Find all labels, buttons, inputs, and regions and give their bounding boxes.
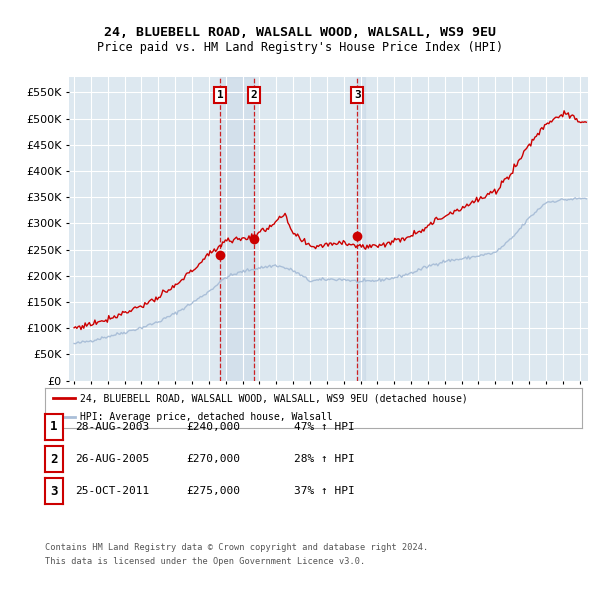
Text: 3: 3	[50, 485, 58, 498]
Bar	[220, 77, 254, 381]
Text: 2: 2	[50, 453, 58, 466]
Text: 26-AUG-2005: 26-AUG-2005	[75, 454, 149, 464]
Text: 2: 2	[250, 90, 257, 100]
Bar	[357, 77, 365, 381]
Text: 28% ↑ HPI: 28% ↑ HPI	[294, 454, 355, 464]
Text: 24, BLUEBELL ROAD, WALSALL WOOD, WALSALL, WS9 9EU: 24, BLUEBELL ROAD, WALSALL WOOD, WALSALL…	[104, 26, 496, 39]
Text: 1: 1	[217, 90, 223, 100]
Text: Contains HM Land Registry data © Crown copyright and database right 2024.: Contains HM Land Registry data © Crown c…	[45, 543, 428, 552]
Text: £270,000: £270,000	[186, 454, 240, 464]
Text: 25-OCT-2011: 25-OCT-2011	[75, 487, 149, 496]
Text: HPI: Average price, detached house, Walsall: HPI: Average price, detached house, Wals…	[80, 411, 332, 421]
Text: 47% ↑ HPI: 47% ↑ HPI	[294, 422, 355, 431]
Text: 1: 1	[50, 420, 58, 433]
Text: Price paid vs. HM Land Registry's House Price Index (HPI): Price paid vs. HM Land Registry's House …	[97, 41, 503, 54]
Text: 24, BLUEBELL ROAD, WALSALL WOOD, WALSALL, WS9 9EU (detached house): 24, BLUEBELL ROAD, WALSALL WOOD, WALSALL…	[80, 394, 467, 404]
Text: This data is licensed under the Open Government Licence v3.0.: This data is licensed under the Open Gov…	[45, 557, 365, 566]
Text: 37% ↑ HPI: 37% ↑ HPI	[294, 487, 355, 496]
Text: £240,000: £240,000	[186, 422, 240, 431]
Text: £275,000: £275,000	[186, 487, 240, 496]
Text: 3: 3	[354, 90, 361, 100]
Text: 28-AUG-2003: 28-AUG-2003	[75, 422, 149, 431]
